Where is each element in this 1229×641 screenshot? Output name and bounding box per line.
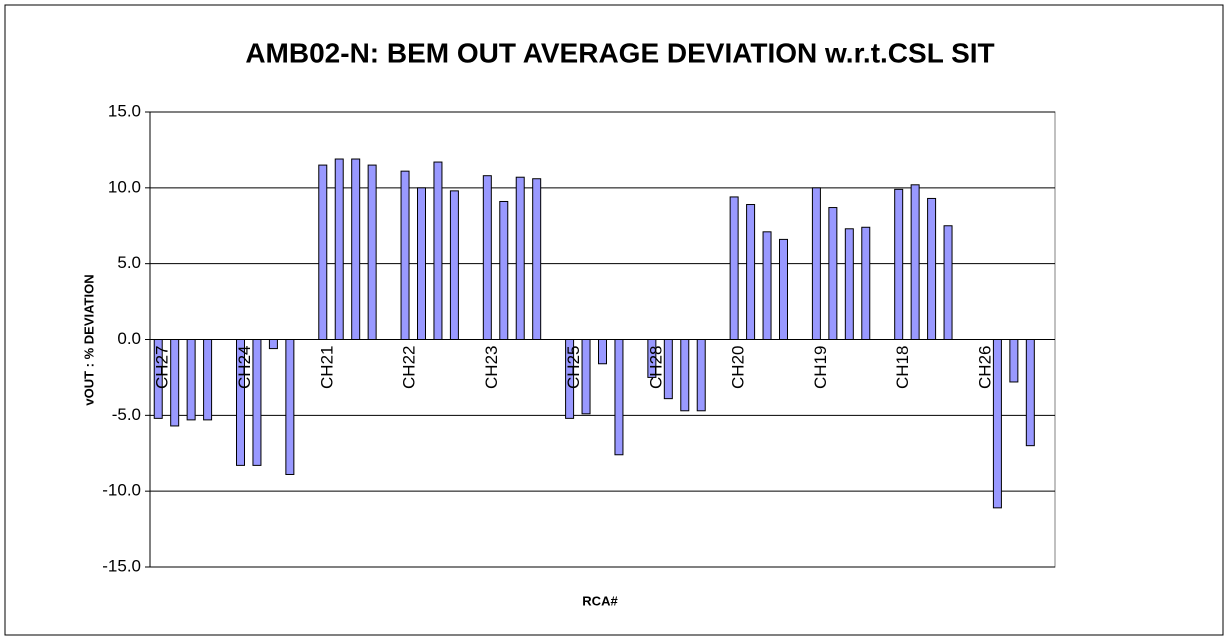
y-tick-label: -10.0	[102, 481, 141, 500]
bar	[482, 175, 492, 340]
x-axis-label: RCA#	[582, 593, 618, 608]
bar	[400, 170, 410, 340]
bar	[515, 176, 525, 340]
x-tick-label: CH19	[811, 346, 830, 389]
bar	[1025, 339, 1035, 447]
bar	[1009, 339, 1019, 383]
y-tick-label: 10.0	[108, 177, 141, 196]
x-tick-label: CH20	[729, 346, 748, 389]
bar	[811, 187, 821, 340]
y-tick-label: 5.0	[117, 253, 141, 272]
bar	[203, 339, 213, 421]
x-tick-label: CH18	[893, 346, 912, 389]
bar	[268, 339, 278, 350]
y-axis-label: vOUT : % DEVIATION	[81, 274, 96, 405]
bar	[367, 164, 377, 340]
bar	[779, 238, 788, 340]
y-tick-label: -5.0	[112, 405, 141, 424]
bar	[449, 190, 459, 340]
bar	[170, 339, 180, 427]
bar	[598, 339, 607, 365]
bar	[828, 207, 838, 340]
x-tick-label: CH24	[235, 346, 254, 389]
bar	[844, 228, 854, 341]
bar	[992, 339, 1002, 509]
bar	[614, 339, 624, 456]
bar	[729, 196, 739, 340]
bar	[499, 200, 509, 340]
bar	[532, 178, 542, 340]
x-tick-label: CH21	[317, 346, 336, 389]
x-tick-label: CH27	[153, 346, 172, 389]
x-tick-label: CH23	[482, 346, 501, 389]
y-tick-label: 15.0	[108, 101, 141, 120]
bar	[663, 339, 673, 400]
x-tick-label: CH22	[400, 346, 419, 389]
bar	[762, 231, 772, 340]
bar	[351, 158, 361, 340]
bar	[861, 226, 871, 340]
bar	[746, 204, 756, 340]
y-tick-label: 0.0	[117, 329, 141, 348]
bar	[417, 187, 426, 340]
bar	[927, 197, 937, 340]
bar	[252, 339, 262, 466]
y-tick-label: -15.0	[102, 556, 141, 575]
bar	[581, 339, 591, 415]
bar	[334, 158, 344, 340]
bar	[910, 184, 920, 340]
bar	[696, 339, 706, 412]
bar	[943, 225, 953, 340]
bar	[186, 339, 196, 421]
x-tick-label: CH26	[975, 346, 994, 389]
bar	[894, 188, 904, 340]
chart-title: AMB02-N: BEM OUT AVERAGE DEVIATION w.r.t…	[245, 37, 994, 68]
bar	[318, 164, 328, 340]
bar	[285, 339, 295, 475]
bar	[680, 339, 690, 412]
x-tick-label: CH28	[646, 346, 665, 389]
bar	[433, 161, 443, 340]
x-tick-label: CH25	[564, 346, 583, 389]
